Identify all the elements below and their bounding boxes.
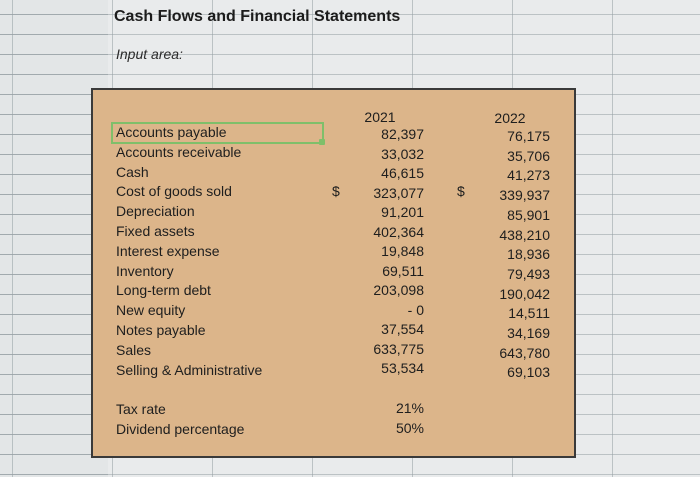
value-2021[interactable]: 203,098 (373, 282, 424, 298)
sheet-title[interactable]: Cash Flows and Financial Statements (114, 8, 401, 25)
row-label[interactable]: Cash (116, 163, 149, 180)
value-2021[interactable]: 633,775 (373, 340, 424, 357)
row-label[interactable]: Accounts receivable (116, 143, 242, 160)
value-2022[interactable]: 76,175 (507, 128, 550, 144)
dividend-percentage-label[interactable]: Dividend percentage (116, 421, 245, 437)
row-label[interactable]: Selling & Administrative (116, 361, 263, 378)
tax-rate-value[interactable]: 21% (395, 400, 424, 416)
value-2022[interactable]: 79,493 (507, 265, 550, 282)
row-label[interactable]: Interest expense (116, 242, 220, 259)
value-2022[interactable]: 190,042 (499, 285, 550, 302)
row-label[interactable]: Notes payable (116, 322, 206, 338)
value-2022[interactable]: 339,937 (499, 187, 550, 204)
value-2021[interactable]: 323,077 (373, 184, 424, 201)
value-2021[interactable]: 91,201 (381, 204, 424, 220)
tax-rate-label[interactable]: Tax rate (116, 401, 166, 417)
input-area-label[interactable]: Input area: (116, 46, 183, 62)
row-label[interactable]: Sales (116, 341, 152, 358)
row-label[interactable]: Accounts payable (116, 124, 227, 140)
value-2022[interactable]: 69,103 (507, 364, 550, 381)
value-2022[interactable]: 35,706 (507, 147, 550, 164)
currency-symbol-2021: $ (332, 183, 340, 199)
year-2021-header[interactable]: 2021 (364, 109, 396, 125)
currency-symbol-2022: $ (457, 183, 465, 199)
input-area-box (91, 88, 576, 458)
year-2022-header[interactable]: 2022 (494, 110, 526, 126)
row-label[interactable]: Fixed assets (116, 223, 195, 239)
value-2022[interactable]: 14,511 (508, 305, 550, 322)
value-2021[interactable]: - 0 (407, 301, 424, 318)
value-2021[interactable]: 82,397 (381, 126, 424, 142)
value-2021[interactable]: 402,364 (373, 223, 424, 240)
dividend-percentage-value[interactable]: 50% (395, 420, 424, 436)
row-label[interactable]: Depreciation (116, 203, 195, 220)
value-2021[interactable]: 19,848 (381, 243, 424, 259)
value-2022[interactable]: 85,901 (507, 206, 550, 223)
value-2022[interactable]: 34,169 (507, 325, 550, 341)
value-2021[interactable]: 53,534 (381, 360, 424, 376)
value-2022[interactable]: 18,936 (507, 246, 550, 263)
value-2021[interactable]: 37,554 (381, 321, 424, 337)
row-label[interactable]: Inventory (116, 262, 174, 279)
value-2022[interactable]: 643,780 (499, 344, 550, 361)
row-label[interactable]: Long-term debt (116, 282, 211, 299)
value-2021[interactable]: 69,511 (382, 262, 424, 279)
value-2021[interactable]: 46,615 (381, 165, 424, 181)
selected-cell[interactable] (111, 122, 324, 144)
value-2021[interactable]: 33,032 (381, 145, 424, 162)
row-label[interactable]: New equity (116, 302, 186, 319)
row-label[interactable]: Cost of goods sold (116, 183, 232, 200)
value-2022[interactable]: 41,273 (507, 167, 550, 184)
value-2022[interactable]: 438,210 (499, 226, 550, 243)
fill-handle[interactable] (319, 139, 325, 145)
